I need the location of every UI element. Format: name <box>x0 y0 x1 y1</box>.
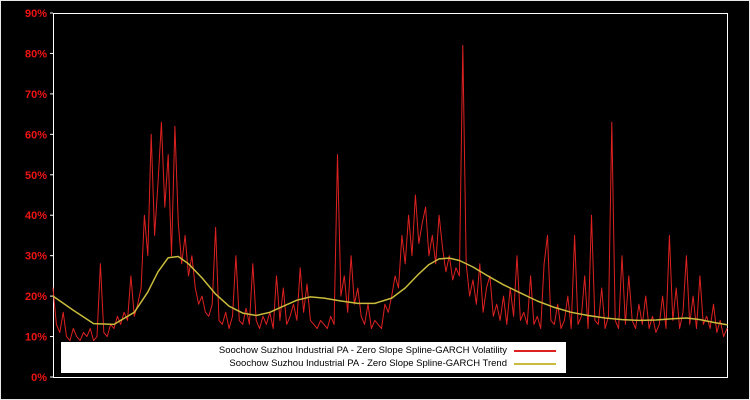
legend-label-trend: Soochow Suzhou Industrial PA - Zero Slop… <box>229 358 507 369</box>
y-tick-label: 50% <box>25 170 47 182</box>
legend-line-sample-trend <box>514 362 556 365</box>
series-line-volatility <box>52 44 728 342</box>
y-tick-label: 70% <box>25 89 47 101</box>
y-tick-label: 40% <box>25 210 47 222</box>
legend-label-volatility: Soochow Suzhou Industrial PA - Zero Slop… <box>218 345 507 356</box>
legend-row-trend: Soochow Suzhou Industrial PA - Zero Slop… <box>229 357 556 370</box>
plot-frame <box>53 13 728 378</box>
chart-legend: Soochow Suzhou Industrial PA - Zero Slop… <box>61 342 566 373</box>
y-tick-label: 80% <box>25 48 47 60</box>
y-tick-label: 90% <box>25 8 47 20</box>
legend-row-volatility: Soochow Suzhou Industrial PA - Zero Slop… <box>219 344 556 357</box>
y-tick-label: 20% <box>25 291 47 303</box>
y-tick-label: 10% <box>25 332 47 344</box>
y-tick-label: 60% <box>25 129 47 141</box>
legend-line-sample-volatility <box>514 349 556 352</box>
y-tick-label: 0% <box>31 372 47 384</box>
series-line-trend <box>52 255 728 326</box>
y-tick-label: 30% <box>25 251 47 263</box>
